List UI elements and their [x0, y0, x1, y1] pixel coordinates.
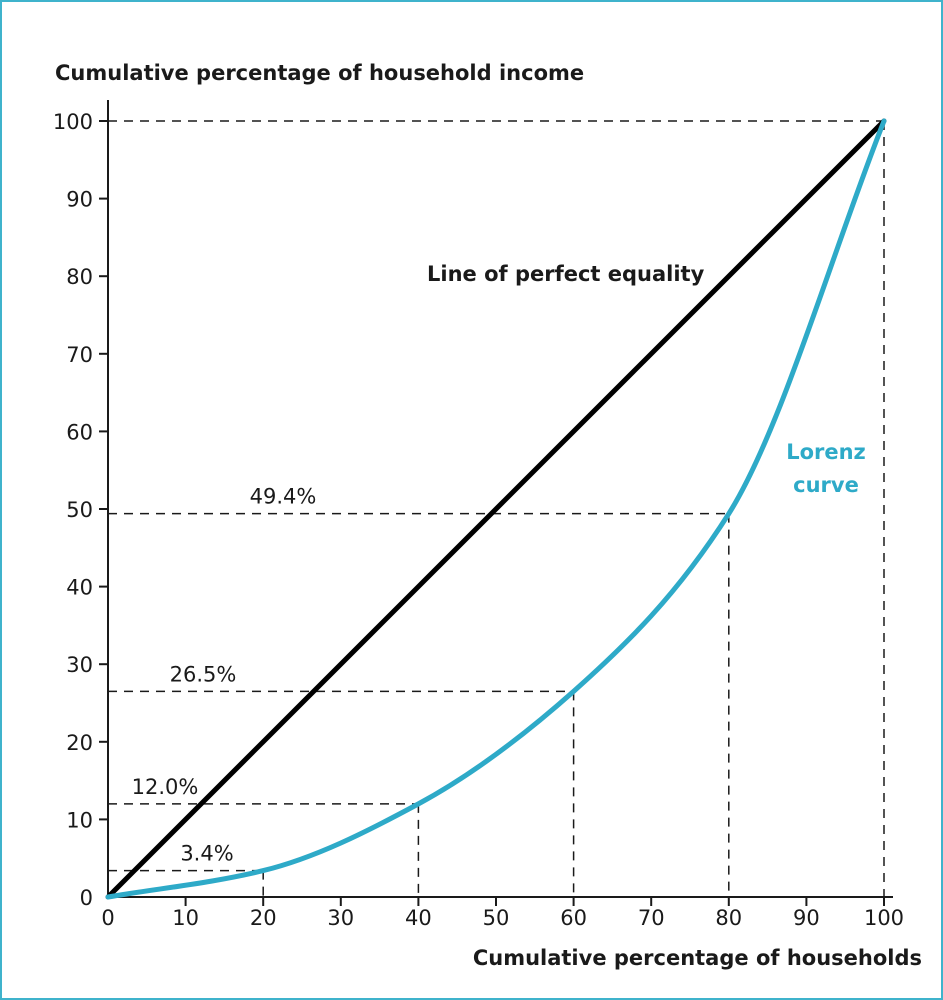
x-axis-title: Cumulative percentage of households — [473, 946, 922, 970]
annotations: 3.4% 12.0% 26.5% 49.4% — [132, 485, 317, 866]
y-tick-label: 10 — [66, 808, 93, 832]
y-tick-label: 70 — [66, 343, 93, 367]
ticks: 0 10 20 30 40 50 60 70 80 90 100 0 10 20 30 40 50 60 70 80 9… — [53, 110, 904, 930]
y-tick-label: 90 — [66, 188, 93, 212]
y-tick-label: 80 — [66, 265, 93, 289]
x-tick-label: 80 — [715, 906, 742, 930]
x-tick-label: 10 — [172, 906, 199, 930]
annotation-label: 49.4% — [250, 485, 317, 509]
lorenz-curve — [105, 118, 887, 900]
y-tick-label: 40 — [66, 576, 93, 600]
annotation-label: 3.4% — [180, 842, 233, 866]
series — [105, 118, 887, 900]
series-label-lorenz-line1: Lorenz — [786, 440, 866, 464]
series-label-lorenz: Lorenz curve — [786, 440, 866, 497]
y-tick-label: 100 — [53, 110, 93, 134]
annotation-label: 26.5% — [170, 662, 237, 686]
y-tick-label: 20 — [66, 731, 93, 755]
x-tick-label: 30 — [327, 906, 354, 930]
x-tick-label: 90 — [793, 906, 820, 930]
equality-line — [105, 118, 887, 900]
guide-lines — [108, 120, 885, 897]
axes — [107, 100, 893, 898]
x-tick-label: 100 — [864, 906, 904, 930]
x-tick-label: 60 — [560, 906, 587, 930]
y-axis-title: Cumulative percentage of household incom… — [55, 61, 584, 85]
y-tick-label: 60 — [66, 420, 93, 444]
y-tick-label: 50 — [66, 498, 93, 522]
series-label-perfect-equality: Line of perfect equality — [427, 262, 705, 286]
x-tick-label: 50 — [483, 906, 510, 930]
series-label-lorenz-line2: curve — [793, 473, 859, 497]
y-tick-label: 30 — [66, 653, 93, 677]
annotation-label: 12.0% — [132, 775, 199, 799]
x-tick-label: 0 — [101, 906, 114, 930]
x-tick-label: 40 — [405, 906, 432, 930]
y-tick-label: 0 — [80, 886, 93, 910]
x-tick-label: 70 — [638, 906, 665, 930]
x-tick-label: 20 — [250, 906, 277, 930]
